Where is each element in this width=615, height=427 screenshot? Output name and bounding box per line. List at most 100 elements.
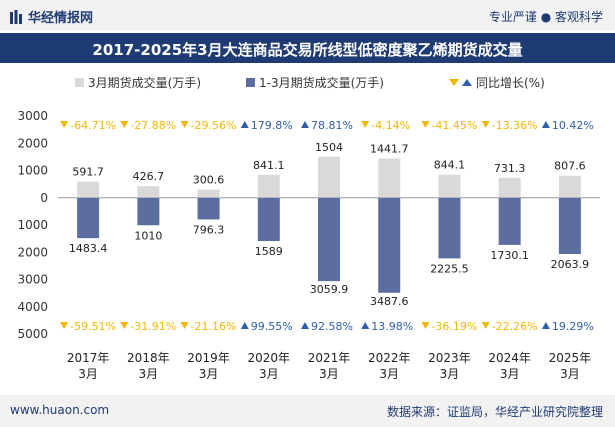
bar-quarterly [498,197,521,245]
x-category-label: 2018年 3月 [127,351,170,381]
growth-down-icon [60,121,69,128]
legend-down-triangle-icon [449,79,459,86]
y-tick-label: 5000 [17,327,48,341]
growth-down-icon [180,121,189,128]
growth-up-icon [301,121,309,128]
bar-monthly [77,181,100,198]
top-bar: 华经情报网 专业严谨 ● 客观科学 [0,0,615,30]
brand-name: 华经情报网 [28,11,94,26]
bar-quarterly [378,197,401,293]
bar-quarterly [558,197,581,254]
data-label-monthly: 1504 [315,141,343,154]
title-bar: 2017-2025年3月大连商品交易所线型低密度聚乙烯期货成交量 [0,33,615,63]
bar-monthly [558,175,581,198]
chart-title: 2017-2025年3月大连商品交易所线型低密度聚乙烯期货成交量 [92,41,523,59]
y-tick-label: 1000 [17,164,48,178]
legend-label-monthly: 3月期货成交量(万手) [88,75,201,90]
growth-down-icon [421,121,430,128]
growth-label-quarterly: -31.91% [130,320,176,333]
growth-label-monthly: -13.36% [492,119,538,132]
growth-label-quarterly: -22.26% [492,320,538,333]
bar-monthly [318,156,340,198]
growth-down-icon [60,322,69,329]
bar-monthly [438,174,461,198]
brand-logo-icon [10,10,22,24]
bar-quarterly [77,197,100,239]
x-category-label: 2020年 3月 [248,351,291,381]
growth-label-monthly: 78.81% [311,119,353,132]
x-category-label: 2025年 3月 [549,351,592,381]
bar-monthly [197,189,220,198]
growth-label-quarterly: -21.16% [191,320,237,333]
bar-quarterly [257,197,280,242]
y-tick-label: 3000 [17,109,48,123]
growth-label-monthly: -27.88% [130,119,176,132]
data-label-quarterly: 796.3 [193,223,225,236]
growth-label-quarterly: 19.29% [552,320,594,333]
growth-up-icon [301,322,309,329]
data-label-quarterly: 1483.4 [69,242,108,255]
data-label-quarterly: 3059.9 [310,283,349,296]
growth-label-monthly: -4.14% [371,119,410,132]
data-label-quarterly: 1589 [255,245,283,258]
legend-label-growth: 同比增长(%) [476,76,545,90]
y-tick-label: 4000 [17,300,48,314]
x-category-label: 2024年 3月 [488,351,531,381]
growth-up-icon [361,322,370,329]
footer-source: 数据来源：证监局，华经产业研究院整理 [386,405,603,419]
y-tick-label: 1000 [17,218,48,232]
data-label-quarterly: 2225.5 [430,262,469,275]
legend-swatch-monthly [75,78,84,87]
growth-down-icon [421,322,430,329]
growth-label-monthly: 179.8% [251,119,293,132]
growth-label-quarterly: 92.58% [311,320,353,333]
data-label-monthly: 844.1 [434,159,466,172]
data-label-quarterly: 1730.1 [490,249,529,262]
growth-up-icon [240,121,249,128]
slogan: 专业严谨 ● 客观科学 [488,10,603,24]
x-category-label: 2017年 3月 [67,351,110,381]
data-label-monthly: 426.7 [133,170,165,183]
bar-monthly [137,186,160,198]
bar-quarterly [318,197,340,282]
growth-label-monthly: -64.71% [70,119,116,132]
growth-down-icon [481,121,490,128]
data-label-monthly: 1441.7 [370,142,409,155]
brand: 华经情报网 [10,7,93,26]
growth-up-icon [240,322,249,329]
legend-swatch-quarterly [246,78,255,87]
data-label-monthly: 731.3 [494,162,526,175]
data-label-quarterly: 2063.9 [551,258,590,271]
data-label-monthly: 807.6 [554,160,586,173]
legend-up-triangle-icon [462,79,472,86]
x-category-label: 2021年 3月 [308,351,351,381]
y-tick-label: 3000 [17,273,48,287]
x-category-label: 2022年 3月 [368,351,411,381]
growth-label-monthly: 10.42% [552,119,594,132]
y-tick-label: 0 [40,191,48,205]
y-tick-label: 2000 [17,245,48,259]
growth-down-icon [120,322,129,329]
data-label-monthly: 841.1 [253,159,285,172]
growth-label-monthly: -29.56% [191,119,237,132]
data-label-monthly: 300.6 [193,174,225,187]
bar-quarterly [438,197,461,259]
data-label-quarterly: 3487.6 [370,295,409,308]
legend-label-quarterly: 1-3月期货成交量(万手) [259,75,384,90]
data-label-monthly: 591.7 [72,166,104,179]
data-label-quarterly: 1010 [134,229,162,242]
growth-label-quarterly: 13.98% [371,320,413,333]
growth-label-quarterly: -36.19% [431,320,477,333]
x-category-label: 2023年 3月 [428,351,471,381]
x-category-label: 2019年 3月 [187,351,230,381]
bar-quarterly [137,197,160,226]
growth-label-quarterly: 99.55% [251,320,293,333]
footer-website: www.huaon.com [10,403,110,417]
growth-label-monthly: -41.45% [431,119,477,132]
growth-down-icon [481,322,490,329]
bar-monthly [498,177,521,198]
growth-down-icon [361,121,370,128]
footer-bar: www.huaon.com 数据来源：证监局，华经产业研究院整理 [0,395,615,427]
growth-down-icon [120,121,129,128]
